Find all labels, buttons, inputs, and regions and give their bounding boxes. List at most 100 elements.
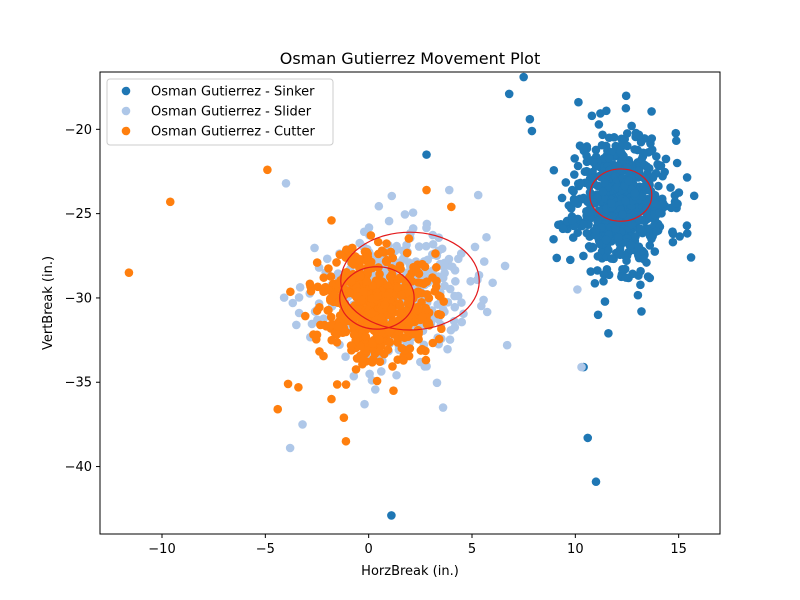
- data-point: [355, 271, 365, 281]
- data-point: [570, 197, 579, 206]
- data-point: [658, 199, 668, 208]
- data-point: [370, 385, 380, 394]
- data-point: [298, 420, 307, 429]
- legend-entry: Osman Gutierrez - Cutter: [151, 125, 315, 140]
- data-point: [388, 316, 398, 325]
- data-point: [566, 255, 575, 265]
- data-point: [591, 477, 601, 487]
- data-point: [364, 223, 374, 232]
- legend-marker: [121, 86, 131, 96]
- data-point: [600, 297, 610, 306]
- data-point: [574, 97, 583, 107]
- data-point: [601, 235, 611, 245]
- data-point: [385, 272, 395, 282]
- data-point: [286, 287, 295, 297]
- data-point: [438, 403, 448, 412]
- x-tick-label: 0: [365, 542, 373, 557]
- data-point: [619, 151, 628, 161]
- data-point: [630, 145, 639, 154]
- data-point: [593, 252, 603, 261]
- x-axis-label: HorzBreak (in.): [361, 564, 459, 579]
- data-point: [573, 161, 583, 171]
- data-point: [351, 365, 361, 374]
- data-point: [656, 161, 666, 170]
- data-point: [361, 332, 371, 342]
- data-point: [410, 317, 419, 327]
- data-point: [622, 256, 631, 265]
- y-tick-label: −20: [65, 123, 92, 138]
- data-point: [672, 158, 682, 168]
- data-point: [382, 239, 391, 248]
- data-point: [636, 224, 645, 234]
- data-point: [347, 276, 357, 286]
- data-point: [561, 178, 571, 187]
- data-point: [457, 298, 466, 307]
- data-point: [326, 312, 336, 322]
- data-point: [635, 171, 644, 181]
- data-point: [263, 165, 272, 175]
- data-point: [451, 277, 460, 286]
- data-point: [447, 202, 456, 212]
- data-point: [376, 313, 386, 323]
- data-point: [334, 321, 343, 331]
- data-point: [618, 210, 627, 219]
- data-point: [639, 182, 649, 191]
- data-point: [332, 329, 342, 339]
- data-point: [408, 208, 418, 217]
- data-point: [580, 167, 590, 177]
- data-point: [439, 260, 449, 270]
- data-point: [372, 376, 382, 386]
- data-point: [349, 330, 359, 340]
- data-point: [349, 371, 359, 381]
- data-point: [414, 242, 424, 251]
- data-point: [639, 254, 648, 264]
- data-point: [443, 344, 452, 354]
- data-point: [621, 103, 631, 113]
- data-point: [292, 320, 301, 330]
- data-point: [582, 228, 592, 238]
- data-point: [324, 305, 333, 315]
- data-point: [401, 311, 410, 321]
- data-point: [389, 386, 398, 395]
- data-point: [387, 511, 396, 520]
- data-point: [353, 305, 362, 315]
- data-point: [412, 264, 421, 274]
- data-point: [397, 290, 406, 300]
- data-point: [583, 433, 593, 443]
- data-point: [354, 255, 364, 265]
- data-point: [294, 293, 304, 302]
- data-point: [579, 220, 588, 229]
- data-point: [654, 208, 664, 218]
- data-point: [322, 254, 332, 264]
- data-point: [400, 210, 410, 219]
- data-point: [654, 181, 663, 191]
- data-point: [375, 357, 385, 367]
- data-point: [558, 224, 568, 234]
- data-point: [582, 151, 591, 161]
- data-point: [348, 243, 357, 253]
- data-point: [327, 394, 336, 404]
- data-point: [341, 352, 350, 361]
- data-point: [591, 225, 601, 235]
- data-point: [607, 212, 617, 221]
- data-point: [395, 301, 405, 311]
- data-point: [368, 354, 378, 364]
- data-point: [428, 338, 438, 348]
- data-point: [342, 267, 351, 277]
- data-point: [650, 247, 660, 256]
- data-point: [612, 161, 622, 171]
- data-point: [165, 197, 175, 207]
- plot-frame: [99, 71, 721, 535]
- data-point: [281, 178, 291, 188]
- data-point: [422, 223, 431, 233]
- data-point: [285, 443, 295, 453]
- data-point: [421, 241, 431, 251]
- data-point: [525, 114, 535, 124]
- data-point: [362, 277, 372, 286]
- data-point: [413, 305, 423, 315]
- data-point: [593, 266, 602, 275]
- data-point: [645, 241, 655, 250]
- data-point: [414, 278, 423, 287]
- data-point: [393, 283, 403, 292]
